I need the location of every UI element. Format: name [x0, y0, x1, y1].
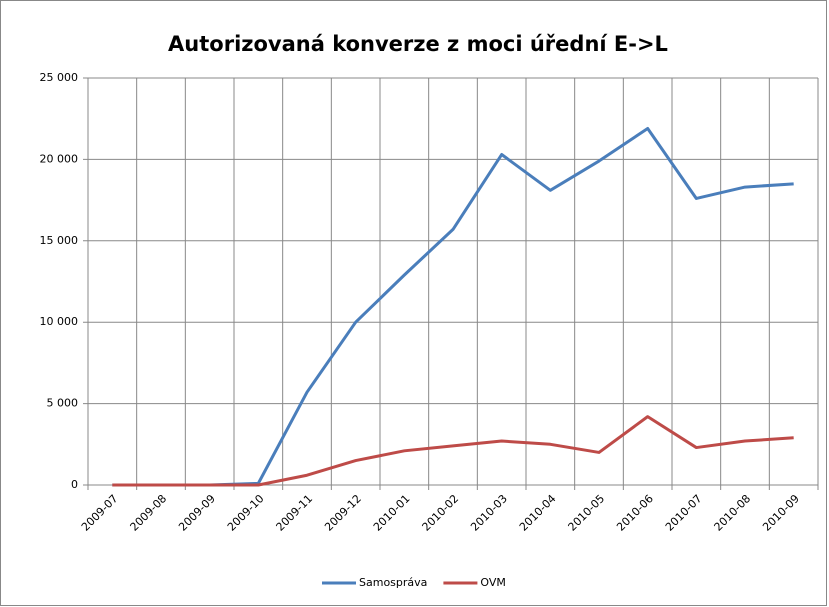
y-tick-label: 0	[71, 478, 78, 491]
series-line	[112, 415, 794, 487]
y-tick-label: 20 000	[40, 152, 79, 165]
y-tick-label: 10 000	[40, 315, 79, 328]
y-tick-label: 15 000	[40, 234, 79, 247]
legend-label: Samospráva	[359, 576, 427, 589]
y-tick-label: 25 000	[40, 71, 79, 84]
chart-title: Autorizovaná konverze z moci úřední E->L	[168, 32, 668, 56]
legend-label: OVM	[480, 576, 505, 589]
y-tick-label: 5 000	[47, 397, 79, 410]
